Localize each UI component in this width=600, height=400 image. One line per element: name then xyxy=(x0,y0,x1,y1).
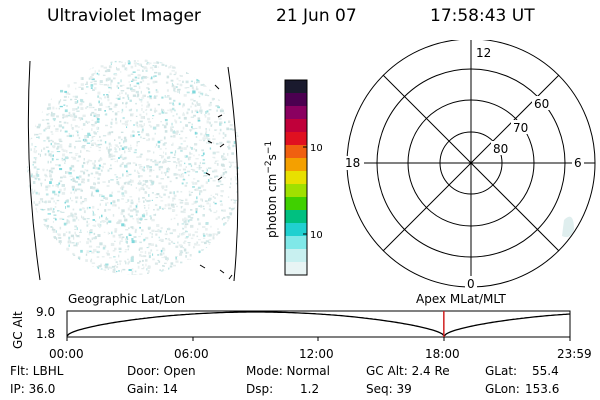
glat-label: GLat: xyxy=(485,364,518,378)
polar-plot: 12 18 6 0 60 70 80 xyxy=(344,40,596,291)
y-tick-1_8: 1.8 xyxy=(36,327,55,341)
colorbar-segment xyxy=(285,106,307,120)
colorbar-segment xyxy=(285,262,307,276)
mlt-label-0: 0 xyxy=(467,277,475,291)
colorbar-segment xyxy=(285,236,307,250)
colorbar-segment xyxy=(285,132,307,146)
altitude-timeline: GC Alt 9.0 1.8 00:00 06:00 12:00 18:00 2… xyxy=(11,305,592,361)
apex-mlat-mlt-label: Apex MLat/MLT xyxy=(416,292,506,306)
colorbar-tick-10: 10 xyxy=(310,230,322,241)
colorbar: 100 10 photon cm−2s−1 xyxy=(264,79,322,276)
timeline-frame xyxy=(66,310,571,338)
x-tick-00: 00:00 xyxy=(49,347,84,361)
colorbar-segment xyxy=(285,145,307,159)
colorbar-segment xyxy=(285,171,307,185)
instrument-title: Ultraviolet Imager xyxy=(47,6,201,26)
dsp-value: 1.2 xyxy=(300,382,320,396)
colorbar-unit-label: photon cm−2s−1 xyxy=(264,141,279,238)
ip-info: IP: 36.0 xyxy=(10,382,56,396)
x-tick-2359: 23:59 xyxy=(557,347,592,361)
limb-right xyxy=(227,66,239,282)
colorbar-segment xyxy=(285,197,307,211)
dsp-label: Dsp: xyxy=(246,382,274,396)
polar-diagonal-2 xyxy=(382,74,560,252)
seq-info: Seq: 39 xyxy=(366,382,412,396)
x-tick-18: 18:00 xyxy=(425,347,460,361)
colorbar-segment xyxy=(285,223,307,237)
door-info: Door: Open xyxy=(127,364,196,378)
uv-emission-fragment xyxy=(562,216,574,238)
lat-label-80: 80 xyxy=(493,142,508,156)
filter-info: Flt: LBHL xyxy=(10,364,64,378)
colorbar-segment xyxy=(285,93,307,107)
x-tick-06: 06:00 xyxy=(174,347,209,361)
colorbar-segment xyxy=(285,249,307,263)
mlt-label-6: 6 xyxy=(574,156,582,170)
glat-value: 55.4 xyxy=(532,364,559,378)
uv-emission-speckle xyxy=(27,59,240,275)
colorbar-gradient xyxy=(285,80,307,276)
colorbar-tick-100: 100 xyxy=(310,143,322,154)
limb-left xyxy=(27,60,41,281)
gain-info: Gain: 14 xyxy=(127,382,178,396)
coastline-marks xyxy=(199,84,233,280)
altitude-curve xyxy=(66,311,571,337)
colorbar-segment xyxy=(285,119,307,133)
x-tick-12: 12:00 xyxy=(299,347,334,361)
mode-info: Mode: Normal xyxy=(246,364,330,378)
colorbar-segment xyxy=(285,210,307,224)
lat-label-60: 60 xyxy=(534,97,549,111)
colorbar-segment xyxy=(285,184,307,198)
y-tick-9: 9.0 xyxy=(36,305,55,319)
geographic-image xyxy=(27,59,240,282)
colorbar-segment xyxy=(285,80,307,94)
time-label: 17:58:43 UT xyxy=(430,6,535,26)
glon-value: 153.6 xyxy=(525,382,560,396)
date-label: 21 Jun 07 xyxy=(276,6,357,26)
geographic-latlon-label: Geographic Lat/Lon xyxy=(68,292,186,306)
colorbar-segment xyxy=(285,158,307,172)
gc-alt-axis-label: GC Alt xyxy=(11,311,25,349)
mlt-label-18: 18 xyxy=(345,156,360,170)
mlt-label-12: 12 xyxy=(476,46,491,60)
glon-label: GLon: xyxy=(485,382,520,396)
lat-label-70: 70 xyxy=(513,121,528,135)
gc-alt-info: GC Alt: 2.4 Re xyxy=(366,364,450,378)
